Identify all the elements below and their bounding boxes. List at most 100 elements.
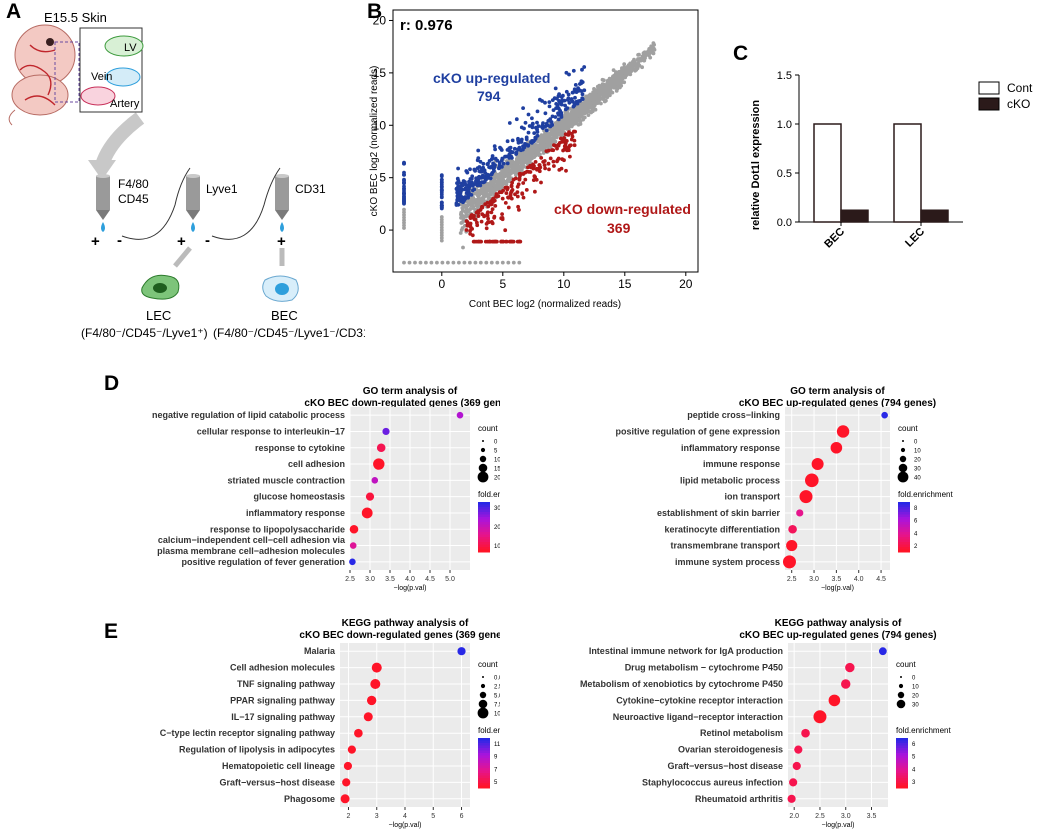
legend-fold-label: 7 xyxy=(494,767,498,773)
scatter-point xyxy=(495,260,500,265)
legend-fold-gradient xyxy=(898,529,910,533)
legend-fold-gradient xyxy=(898,532,910,535)
big-arrow xyxy=(95,112,145,168)
y-tick-label: 20 xyxy=(373,13,387,27)
legend-fold-gradient xyxy=(898,502,910,505)
scatter-point xyxy=(551,108,556,112)
lv-label: LV xyxy=(124,42,137,54)
scatter-point xyxy=(643,54,648,58)
legend-fold-gradient xyxy=(896,758,908,761)
legend-count-dot xyxy=(899,455,907,463)
scatter-point xyxy=(517,260,522,265)
scatter-point xyxy=(439,238,444,243)
scatter-point xyxy=(573,83,578,87)
scatter-point xyxy=(595,84,600,89)
scatter-point xyxy=(478,159,483,164)
category-label: positive regulation of gene expression xyxy=(615,426,780,436)
minus-2: - xyxy=(205,232,210,249)
scatter-point xyxy=(462,198,467,203)
scatter-point xyxy=(526,112,531,117)
legend-count-dot xyxy=(479,691,487,699)
scatter-point xyxy=(536,124,541,129)
scatter-point xyxy=(596,93,600,98)
dot-point xyxy=(881,411,888,419)
dotplot-title: KEGG pathway analysis of xyxy=(342,618,469,629)
dot-point xyxy=(366,695,377,706)
scatter-point xyxy=(407,260,412,265)
scatter-point xyxy=(490,156,495,161)
scatter-point xyxy=(576,99,581,103)
scatter-point xyxy=(601,97,606,102)
category-label: cell adhesion xyxy=(288,459,345,469)
legend-fold-gradient xyxy=(896,740,908,744)
legend-fold-title: fold.enrichment xyxy=(898,490,953,499)
c-y-axis-title: relative Dot1l expression xyxy=(750,100,762,231)
scatter-point xyxy=(439,225,444,230)
category-label: Staphylococcus aureus infection xyxy=(642,777,783,787)
scatter-point xyxy=(578,119,583,124)
scatter-point xyxy=(491,196,496,201)
scatter-point xyxy=(497,166,501,171)
category-label: response to cytokine xyxy=(255,443,345,453)
bec-nucleus xyxy=(275,283,289,295)
connector-1 xyxy=(121,167,191,240)
x-tick-label: 2.5 xyxy=(345,576,355,583)
scatter-point xyxy=(402,172,406,177)
legend-count-dot xyxy=(477,471,489,483)
legend-fold-gradient xyxy=(478,514,490,518)
dotplot-title: cKO BEC down-regulated genes (369 genes) xyxy=(304,398,500,409)
skin-label: E15.5 Skin xyxy=(44,10,107,25)
legend-fold-gradient xyxy=(896,765,908,769)
legend-fold-gradient xyxy=(478,743,490,746)
scatter-point xyxy=(586,99,591,104)
vein-label: Vein xyxy=(91,71,112,83)
scatter-point xyxy=(482,214,486,219)
legend-fold-gradient xyxy=(478,753,490,756)
scatter-point xyxy=(582,65,587,69)
scatter-point xyxy=(457,260,461,265)
scatter-point xyxy=(470,180,474,185)
scatter-point xyxy=(439,220,444,225)
scatter-point xyxy=(497,190,502,195)
category-label: inflammatory response xyxy=(681,443,780,453)
scatter-point xyxy=(559,95,564,99)
scatter-point xyxy=(544,128,549,133)
dotplot-title: GO term analysis of xyxy=(363,386,458,397)
scatter-point xyxy=(485,172,490,177)
scatter-point xyxy=(547,132,551,137)
scatter-point xyxy=(650,47,655,52)
scatter-point xyxy=(480,186,484,191)
scatter-point xyxy=(510,138,515,143)
scatter-point xyxy=(521,106,525,110)
dot-point xyxy=(361,507,373,519)
scatter-point xyxy=(474,239,479,244)
legend-fold-title: fold.enrichment xyxy=(478,726,500,735)
scatter-point xyxy=(606,84,611,88)
scatter-point xyxy=(555,103,560,108)
legend-count-label: 10.0 xyxy=(494,712,500,718)
lec-markers: (F4/80⁻/CD45⁻/Lyve1⁺) xyxy=(81,326,208,340)
dot-point xyxy=(456,411,464,419)
legend-fold-gradient xyxy=(898,534,910,538)
scatter-point xyxy=(554,133,559,138)
x-tick-label: 10 xyxy=(557,277,571,291)
scatter-point xyxy=(538,152,542,157)
scatter-point xyxy=(505,161,510,166)
scatter-point xyxy=(641,51,646,56)
dotplot-title: KEGG pathway analysis of xyxy=(775,618,902,629)
legend-fold-gradient xyxy=(478,519,490,523)
scatter-point xyxy=(503,154,507,159)
scatter-point xyxy=(589,110,593,115)
scatter-point xyxy=(589,104,594,109)
scatter-point xyxy=(633,61,638,66)
panel-b-scatter: 0 5 10 15 20 0 5 10 15 20 r: 0.976 cKO up-regulat… xyxy=(369,9,699,310)
scatter-point xyxy=(543,124,547,129)
legend-fold-label: 11 xyxy=(494,742,500,748)
scatter-point xyxy=(504,239,509,244)
scatter-point xyxy=(526,165,530,170)
x-tick-label: 3.0 xyxy=(841,813,851,820)
category-label: plasma membrane cell−adhesion molecules xyxy=(157,546,345,556)
scatter-point xyxy=(458,191,463,195)
scatter-point xyxy=(563,107,568,112)
category-label: Cytokine−cytokine receptor interaction xyxy=(616,695,783,705)
